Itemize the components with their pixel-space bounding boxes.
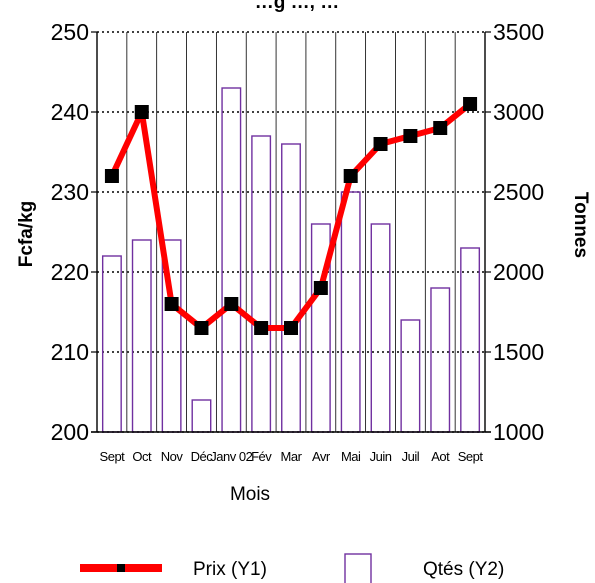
y2-tick-label: 1500 xyxy=(493,339,544,365)
y-axis-right-label: Tonnes xyxy=(570,192,591,258)
x-tick-label: Janv 02 xyxy=(210,449,252,464)
x-tick-label: Mai xyxy=(341,449,361,464)
y1-tick-label: 250 xyxy=(51,19,89,45)
x-tick-label: Sept xyxy=(100,449,126,464)
y2-tick-label: 2000 xyxy=(493,259,544,285)
price-marker xyxy=(373,137,388,151)
y2-tick-label: 3000 xyxy=(493,99,544,125)
y2-tick-label: 1000 xyxy=(493,419,544,445)
legend-bar-swatch xyxy=(344,553,372,583)
bar xyxy=(370,223,391,433)
bar xyxy=(131,239,152,433)
price-marker xyxy=(463,97,478,111)
price-marker xyxy=(313,281,328,295)
bar xyxy=(400,319,421,433)
x-tick-label: Juin xyxy=(370,449,392,464)
bar xyxy=(221,87,242,433)
x-axis-label: Mois xyxy=(230,484,270,505)
x-tick-label: Aot xyxy=(431,449,450,464)
x-tick-label: Oct xyxy=(132,449,152,464)
x-tick-label: Avr xyxy=(312,449,331,464)
grid xyxy=(97,31,485,433)
y1-tick-label: 220 xyxy=(51,259,89,285)
x-tick-label: Nov xyxy=(161,449,184,464)
y1-tick-label: 210 xyxy=(51,339,89,365)
x-tick-label: Sept xyxy=(458,449,484,464)
price-marker xyxy=(194,321,209,335)
chart-title: …g …, … xyxy=(255,0,339,13)
x-tick-label: Juil xyxy=(402,449,420,464)
x-tick-label: Déc xyxy=(191,449,214,464)
price-marker xyxy=(403,129,418,143)
y2-tick-label: 2500 xyxy=(493,179,544,205)
legend-label-price: Prix (Y1) xyxy=(193,559,267,580)
bar xyxy=(101,255,122,433)
bar xyxy=(191,399,212,433)
price-marker xyxy=(284,321,298,335)
bar xyxy=(340,191,361,433)
legend-label-quantity: Qtés (Y2) xyxy=(423,559,504,580)
bar xyxy=(430,287,451,433)
price-marker xyxy=(164,297,179,311)
plot-frame xyxy=(91,32,491,433)
price-marker xyxy=(134,105,149,119)
price-marker xyxy=(254,321,269,335)
x-tick-label: Mar xyxy=(281,449,303,464)
y-axis-left-label: Fcfa/kg xyxy=(16,201,37,268)
price-marker xyxy=(224,297,239,311)
legend-marker-swatch xyxy=(117,564,125,572)
y1-tick-label: 240 xyxy=(51,99,89,125)
price-marker xyxy=(433,121,448,135)
x-tick-label: Fév xyxy=(251,449,272,464)
chart-title-text: …g …, … xyxy=(255,0,339,13)
y1-tick-label: 230 xyxy=(51,179,89,205)
legend: Prix (Y1) Qtés (Y2) xyxy=(80,553,504,583)
y2-tick-label: 3500 xyxy=(493,19,544,45)
bar xyxy=(460,247,481,433)
bar-series xyxy=(101,87,481,433)
line-series xyxy=(104,97,478,335)
y1-tick-label: 200 xyxy=(51,419,89,445)
bar xyxy=(281,143,301,433)
price-marker xyxy=(104,169,119,183)
price-marker xyxy=(343,169,358,183)
axis-ticks: 250 240 230 220 210 200 3500 3000 2500 2000 1500 10… xyxy=(51,19,545,464)
bar xyxy=(251,135,272,433)
